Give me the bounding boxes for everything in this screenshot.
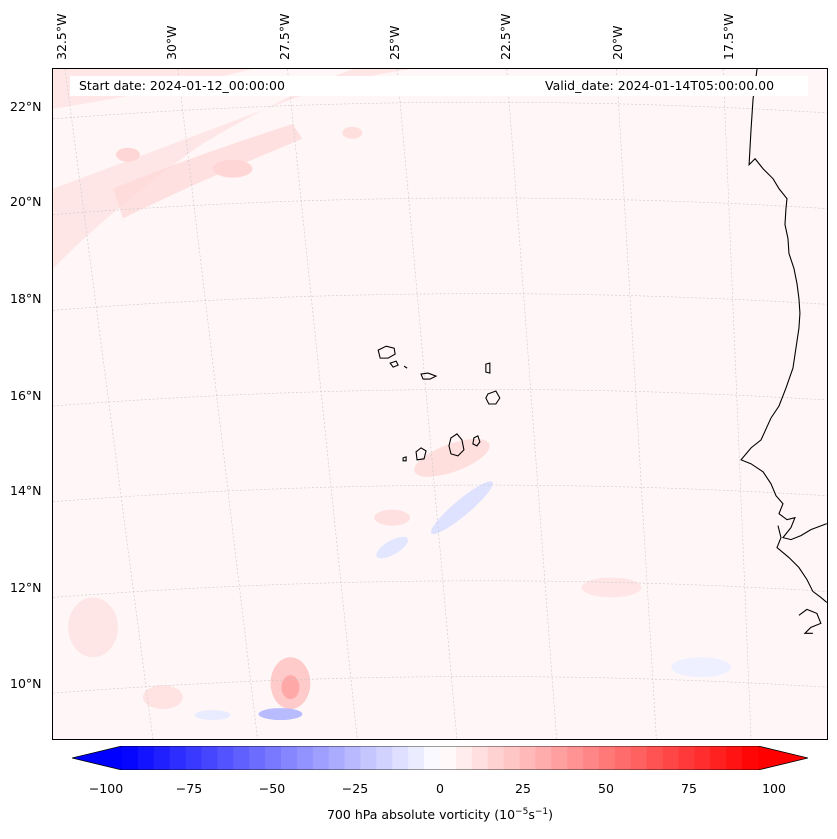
colorbar-cell [646,746,664,770]
colorbar-cell [153,746,171,770]
negative-vorticity-patch [194,710,231,721]
map-panel [52,68,828,740]
colorbar-cell [201,746,218,770]
colorbar-cell [328,746,346,770]
colorbar-cell [122,746,139,770]
colorbar-title: 700 hPa absolute vorticity (10−5s−1) [326,807,553,823]
positive-vorticity-patch [142,685,183,710]
colorbar-cell [471,746,489,770]
africa-coastline [740,69,827,634]
colorbar-cell [583,746,600,770]
colorbar-cell [678,746,695,770]
colorbar-cell [344,746,361,770]
lon-label: 25°W [387,25,402,60]
colorbar-cell [265,746,282,770]
colorbar-cell [408,746,425,770]
colorbar-cell [599,746,616,770]
colorbar-tick: 25 [515,781,531,796]
lat-label: 10°N [10,676,42,691]
colorbar-tick: −25 [341,781,369,796]
negative-vorticity-min [258,708,303,721]
colorbar-cell [185,746,202,770]
colorbar-cell [487,746,505,770]
colorbar-cell [392,746,409,770]
colorbar-cell [567,746,584,770]
lon-label: 17.5°W [721,13,736,60]
colorbar-tick: 0 [436,781,444,796]
colorbar-cell [630,746,648,770]
colorbar-cell [169,746,187,770]
positive-vorticity-streak [112,123,303,219]
colorbar-cell [519,746,536,770]
positive-vorticity-patch [212,159,253,178]
colorbar-tick: 75 [681,781,697,796]
colorbar-cell [312,746,330,770]
negative-vorticity-patch [671,657,732,678]
colorbar-cell [710,746,727,770]
lat-label: 18°N [10,291,42,306]
colorbar-cell [233,746,250,770]
lat-label: 22°N [10,99,42,114]
negative-vorticity-streak [430,481,493,535]
colorbar-cell [662,746,679,770]
colorbar-cell [376,746,393,770]
colorbar-cell [535,746,552,770]
lat-label: 20°N [10,194,42,209]
colorbar-cell [137,746,155,770]
vorticity-map [53,69,827,739]
positive-vorticity-patch [342,126,363,139]
lat-label: 12°N [10,580,42,595]
colorbar-cell [614,746,632,770]
colorbar-cell [726,746,743,770]
start-date-label: Start date: 2024-01-12_00:00:00 [79,78,285,93]
colorbar-extend-min [72,746,122,770]
lat-label: 14°N [10,483,42,498]
colorbar-tick: 50 [598,781,614,796]
colorbar-tick: −100 [88,781,124,796]
colorbar-cell [424,746,441,770]
colorbar-cell [360,746,377,770]
colorbar-cell [249,746,266,770]
colorbar-cell [694,746,711,770]
positive-vorticity-patch [581,577,642,598]
colorbar-cell [742,746,759,770]
cape-verde-islands [377,345,501,462]
lon-label: 27.5°W [277,13,292,60]
colorbar-cell [281,746,298,770]
colorbar-cell [217,746,234,770]
colorbar-cell [503,746,520,770]
negative-vorticity-streak [376,536,409,559]
graticule [53,69,827,739]
positive-vorticity-patch [68,597,118,658]
lon-label: 30°W [164,25,179,60]
colorbar [72,746,808,770]
lat-label: 16°N [10,388,42,403]
lon-label: 20°W [610,25,625,60]
positive-vorticity-patch [115,147,140,162]
lon-label: 32.5°W [54,13,69,60]
positive-vorticity-max [281,675,300,700]
colorbar-cell [551,746,568,770]
colorbar-cell [455,746,473,770]
colorbar-tick: −75 [175,781,203,796]
lon-label: 22.5°W [498,13,513,60]
colorbar-tick: 100 [762,781,786,796]
colorbar-tick: −50 [258,781,286,796]
colorbar-extend-max [758,746,808,770]
valid-date-label: Valid_date: 2024-01-14T05:00:00.00 [545,78,775,93]
colorbar-cell [296,746,314,770]
colorbar-cell [440,746,457,770]
positive-vorticity-patch [374,509,411,526]
info-bar [70,76,808,96]
positive-vorticity-patch [414,438,490,477]
